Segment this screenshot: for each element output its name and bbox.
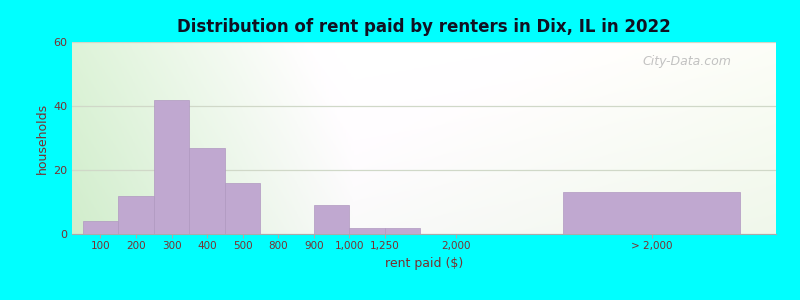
Bar xyxy=(225,183,261,234)
Bar xyxy=(118,196,154,234)
Bar xyxy=(154,100,190,234)
Bar xyxy=(314,205,350,234)
Y-axis label: households: households xyxy=(36,102,49,174)
Text: City-Data.com: City-Data.com xyxy=(642,56,731,68)
Bar xyxy=(350,228,385,234)
Bar xyxy=(385,228,421,234)
Bar xyxy=(82,221,118,234)
Bar xyxy=(190,148,225,234)
Title: Distribution of rent paid by renters in Dix, IL in 2022: Distribution of rent paid by renters in … xyxy=(177,18,671,36)
Bar xyxy=(562,192,741,234)
X-axis label: rent paid ($): rent paid ($) xyxy=(385,256,463,269)
